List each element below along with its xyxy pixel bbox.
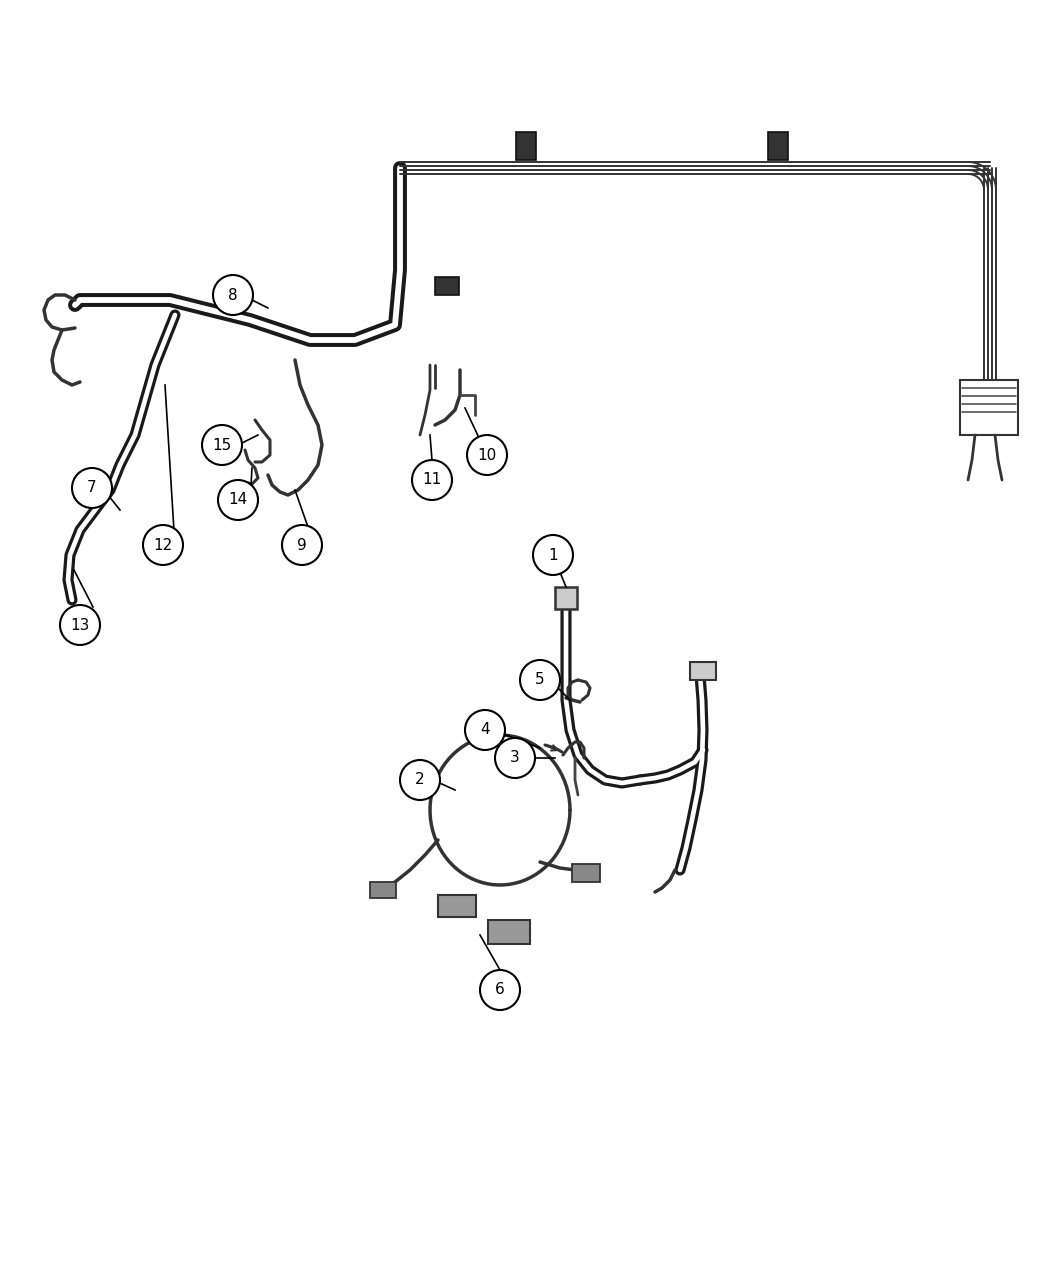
Text: 1: 1 — [548, 547, 558, 562]
Text: 7: 7 — [87, 481, 97, 496]
Circle shape — [282, 525, 322, 565]
Circle shape — [480, 970, 520, 1010]
Bar — [435, 277, 459, 295]
Circle shape — [202, 425, 242, 465]
Text: 15: 15 — [212, 437, 232, 453]
Bar — [370, 882, 396, 898]
Text: 4: 4 — [480, 723, 489, 737]
Text: 5: 5 — [536, 672, 545, 687]
Circle shape — [143, 525, 183, 565]
Text: 6: 6 — [496, 983, 505, 997]
Circle shape — [495, 738, 536, 778]
Text: 8: 8 — [228, 287, 237, 302]
Text: 2: 2 — [415, 773, 425, 788]
Circle shape — [400, 760, 440, 799]
Bar — [690, 662, 716, 680]
Circle shape — [533, 536, 573, 575]
Text: 9: 9 — [297, 538, 307, 552]
Text: 14: 14 — [229, 492, 248, 507]
Bar — [516, 133, 536, 159]
Bar — [555, 586, 578, 609]
Text: 12: 12 — [153, 538, 172, 552]
Text: 10: 10 — [478, 448, 497, 463]
Circle shape — [520, 660, 560, 700]
Bar — [768, 133, 788, 159]
Text: 11: 11 — [422, 473, 442, 487]
Bar — [438, 895, 476, 917]
Circle shape — [60, 606, 100, 645]
Circle shape — [218, 479, 258, 520]
Bar — [572, 864, 600, 882]
Circle shape — [467, 435, 507, 476]
Circle shape — [465, 710, 505, 750]
Bar — [488, 921, 530, 944]
Circle shape — [72, 468, 112, 507]
Circle shape — [213, 275, 253, 315]
Circle shape — [412, 460, 452, 500]
Text: 3: 3 — [510, 751, 520, 765]
Text: 13: 13 — [70, 617, 89, 632]
Bar — [960, 380, 1018, 435]
